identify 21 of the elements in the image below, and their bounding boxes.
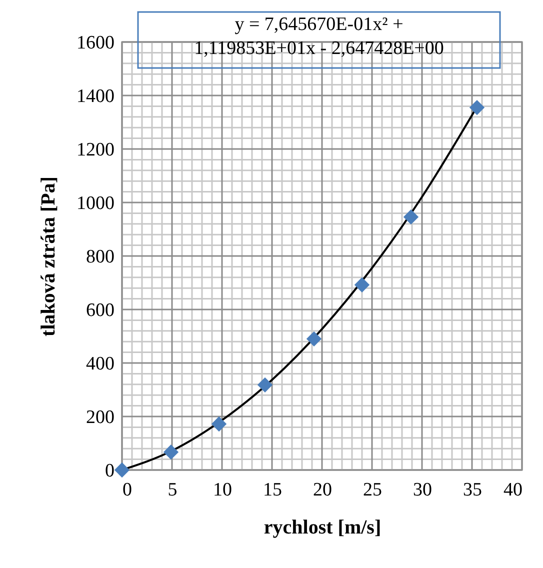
y-tick-label: 1200 bbox=[76, 140, 114, 160]
y-tick-label: 400 bbox=[86, 354, 114, 374]
y-tick-label: 600 bbox=[86, 300, 114, 321]
x-tick-label: 35 bbox=[463, 480, 482, 500]
x-tick-label: 10 bbox=[213, 480, 232, 500]
y-tick-label: 1600 bbox=[76, 32, 114, 54]
y-tick-label: 200 bbox=[86, 407, 114, 428]
annotation: y = 7,645670E-01x² + 1,119853E+01x - 2,647428E+00 bbox=[194, 14, 444, 59]
y-tick-label: 800 bbox=[86, 246, 114, 268]
y-tick-label: 1400 bbox=[76, 86, 114, 107]
y-tick-label: 1000 bbox=[76, 193, 114, 214]
x-axis-title: rychlost [m/s] bbox=[264, 516, 382, 538]
x-tick-label: 25 bbox=[363, 480, 382, 500]
x-tick-label: 15 bbox=[263, 480, 282, 500]
y-tick-label: 0 bbox=[105, 460, 114, 482]
x-tick-label: 5 bbox=[168, 480, 178, 500]
x-tick-label: 0 bbox=[122, 480, 132, 500]
x-tick-label: 30 bbox=[413, 480, 432, 500]
y-axis-title: tlaková ztráta [Pa] bbox=[38, 176, 60, 336]
x-tick-label: 40 bbox=[504, 480, 522, 500]
x-tick-label: 20 bbox=[313, 480, 332, 500]
